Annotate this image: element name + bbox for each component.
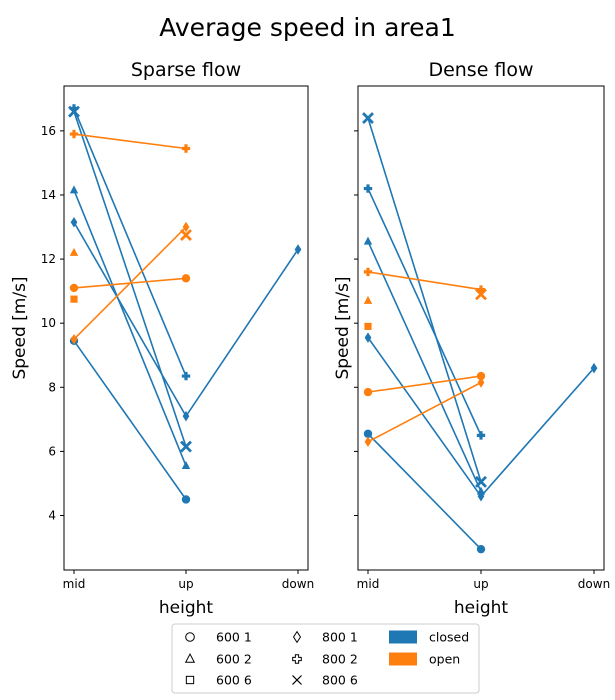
- legend: 600 1 600 2 600 6 800 1 800 2 800 6 closed open: [171, 623, 480, 694]
- sparse-flow-open-diamond-point: [182, 221, 190, 233]
- sparse-flow-closed-diamond-point: [294, 244, 302, 255]
- sparse-flow-closed-plus-point: [69, 104, 79, 113]
- sparse-flow-open-plus-point: [69, 129, 79, 139]
- dense-flow-open-plus-line: [367, 271, 482, 291]
- dense-flow-closed-triangle-point: [476, 486, 486, 495]
- sparse-flow-closed-circle-line: [73, 340, 187, 500]
- sparse-flow-xlabel: height: [159, 598, 214, 618]
- legend-open-patch: [389, 652, 417, 666]
- legend-label: 800 1: [322, 630, 358, 645]
- legend-circle-marker: [185, 632, 195, 642]
- legend-label: 600 6: [216, 673, 252, 688]
- figure-title: Average speed in area1: [159, 13, 455, 42]
- legend-x-marker: [292, 675, 302, 685]
- dense-flow-title: Dense flow: [428, 59, 533, 81]
- sparse-flow-title: Sparse flow: [131, 59, 241, 81]
- sparse-flow-open-diamond-line: [73, 226, 187, 340]
- dense-flow-closed-diamond-line: [367, 337, 595, 498]
- sparse-flow-closed-x-line: [73, 111, 187, 447]
- sparse-flow-xtick-label: down: [282, 577, 314, 591]
- dense-flow-closed-triangle-line: [367, 241, 482, 492]
- dense-flow-closed-diamond-point: [477, 491, 485, 502]
- dense-flow-closed-diamond-point: [364, 332, 372, 343]
- sparse-flow-closed-diamond-point: [70, 216, 78, 228]
- legend-square-marker: [185, 675, 195, 685]
- dense-flow-closed-plus-point: [476, 431, 486, 440]
- sparse-flow-closed-x-point: [68, 105, 80, 118]
- legend-label: 600 2: [216, 652, 252, 667]
- ytick-label: 14: [41, 188, 56, 202]
- sparse-flow-closed-plus-line: [73, 108, 187, 377]
- ytick-label: 4: [48, 509, 56, 523]
- sparse-flow-closed-diamond-point: [182, 410, 190, 422]
- ytick-label: 16: [41, 124, 56, 138]
- dense-flow-open-x-point: [475, 288, 487, 301]
- dense-flow-open-diamond-line: [367, 381, 482, 443]
- dense-flow-closed-x-line: [367, 117, 482, 483]
- sparse-flow-open-x-point: [180, 229, 192, 241]
- dense-flow-ylabel: Speed [m/s]: [333, 276, 353, 379]
- ytick-label: 8: [48, 380, 56, 394]
- sparse-flow-open-plus-line: [73, 133, 187, 150]
- sparse-flow-closed-x-point: [180, 440, 192, 453]
- sparse-flow-xtick-label: up: [178, 577, 193, 591]
- sparse-flow-open-circle-point: [69, 283, 79, 293]
- ytick-label: 10: [41, 316, 56, 330]
- dense-flow-open-triangle-point: [363, 295, 373, 304]
- dense-flow-open-square-point: [364, 322, 372, 330]
- dense-flow-closed-diamond-point: [590, 362, 598, 374]
- dense-flow-xtick-label: mid: [357, 577, 380, 591]
- sparse-flow-open-square-point: [70, 295, 78, 303]
- sparse-flow-open-triangle-point: [69, 247, 79, 256]
- sparse-flow-closed-triangle-point: [69, 185, 79, 194]
- sparse-flow-open-circle-point: [181, 274, 191, 283]
- dense-flow-open-diamond-point: [477, 377, 485, 388]
- dense-flow-open-plus-point: [363, 267, 373, 277]
- legend-triangle-marker: [184, 652, 196, 663]
- dense-flow-open-diamond-point: [364, 436, 372, 448]
- ytick-label: 6: [48, 444, 56, 458]
- sparse-flow-closed-triangle-line: [73, 189, 187, 467]
- dense-flow-open-circle-point: [476, 371, 486, 381]
- dense-flow-closed-circle-point: [476, 544, 486, 554]
- dense-flow-xtick-label: up: [473, 577, 488, 591]
- sparse-flow-open-diamond-point: [70, 333, 78, 345]
- sparse-flow-open-plus-point: [181, 144, 191, 153]
- dense-flow-open-circle-point: [363, 387, 373, 397]
- legend-label: 800 2: [322, 652, 358, 667]
- legend-diamond-marker: [292, 630, 302, 644]
- dense-flow-xlabel: height: [454, 598, 509, 618]
- legend-plus-marker: [292, 654, 302, 664]
- dense-flow-closed-triangle-point: [363, 236, 373, 245]
- dense-flow-closed-plus-point: [363, 184, 373, 193]
- sparse-flow-xtick-label: mid: [63, 577, 86, 591]
- legend-label: 800 6: [322, 673, 358, 688]
- dense-flow-closed-plus-line: [367, 188, 482, 436]
- sparse-flow-closed-circle-point: [181, 495, 191, 504]
- legend-label: 600 1: [216, 630, 252, 645]
- sparse-flow-closed-triangle-point: [181, 460, 191, 469]
- legend-open-label: open: [429, 652, 460, 667]
- ytick-label: 12: [41, 252, 56, 266]
- sparse-flow-panel: Sparse flow height Speed [m/s] 4 6 8 10 12 14…: [10, 59, 314, 618]
- sparse-flow-ylabel: Speed [m/s]: [10, 276, 30, 379]
- dense-flow-closed-x-point: [475, 475, 487, 488]
- dense-flow-closed-circle-line: [367, 433, 482, 550]
- legend-closed-label: closed: [429, 630, 469, 645]
- dense-flow-open-circle-line: [367, 375, 482, 393]
- dense-flow-closed-circle-point: [363, 429, 373, 438]
- dense-flow-closed-x-point: [362, 112, 374, 125]
- dense-flow-xtick-label: down: [578, 577, 610, 591]
- legend-closed-patch: [389, 630, 417, 644]
- sparse-flow-closed-plus-point: [181, 371, 191, 381]
- dense-flow-panel: Dense flow height Speed [m/s] mid up down: [333, 59, 610, 618]
- dense-flow-open-plus-point: [476, 285, 486, 294]
